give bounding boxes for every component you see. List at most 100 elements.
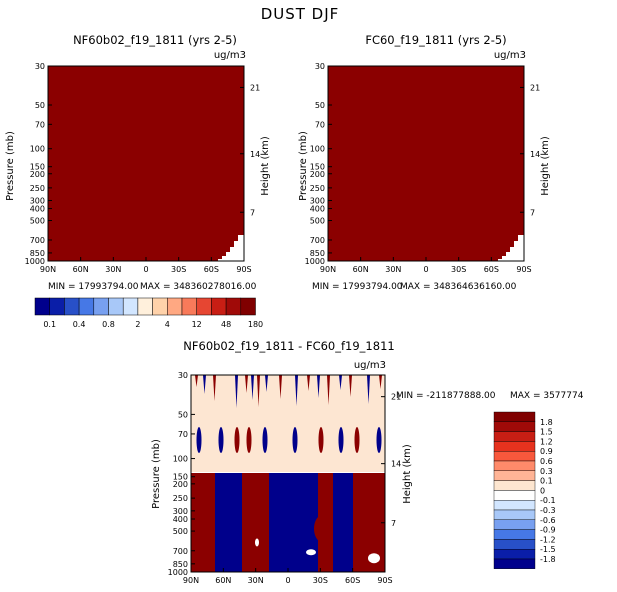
panel-title: FC60_f19_1811 (yrs 2-5) xyxy=(365,33,506,47)
x-tick-label: 30N xyxy=(105,265,121,274)
x-tick-label: 30S xyxy=(451,265,466,274)
colorbar-swatch xyxy=(240,297,256,316)
colorbar-swatch xyxy=(493,558,536,570)
colorbar-difference: 1.81.51.20.90.60.30.10-0.1-0.3-0.6-0.9-1… xyxy=(493,411,556,570)
y-tick-label: 200 xyxy=(310,170,325,179)
y-tick-label: 850 xyxy=(310,249,325,258)
diff-upper-field xyxy=(191,375,385,473)
field-corner xyxy=(218,235,244,261)
colorbar-label: 0.1 xyxy=(540,477,553,486)
y2-tick-label: 21 xyxy=(391,393,401,402)
y2-tick-label: 14 xyxy=(250,150,260,159)
diff-top-streak xyxy=(279,375,282,399)
diff-top-streak xyxy=(235,375,238,408)
diff-patch xyxy=(314,514,332,543)
y2-tick-label: 14 xyxy=(391,460,401,469)
y-tick-label: 50 xyxy=(178,410,188,419)
y-tick-label: 30 xyxy=(315,62,325,71)
colorbar-swatch xyxy=(493,500,536,511)
y-tick-label: 50 xyxy=(35,101,45,110)
x-tick-label: 0 xyxy=(423,265,428,274)
field-fill xyxy=(48,66,244,261)
x-tick-label: 60N xyxy=(353,265,369,274)
diff-top-streak xyxy=(195,375,198,387)
colorbar-label: 48 xyxy=(221,320,231,329)
y2-axis-label: Height (km) xyxy=(260,136,271,196)
diff-top-streak xyxy=(265,375,268,392)
diff-mid-blob xyxy=(218,427,224,454)
diff-band xyxy=(333,472,353,572)
chart-panel-difference: 90N 60N 30N 0 30S 60S 90S305070100150200250300… xyxy=(151,339,584,585)
colorbar-label: -0.3 xyxy=(540,506,556,515)
diff-top-streak xyxy=(257,375,260,407)
x-tick-label: 90S xyxy=(236,265,251,274)
diff-top-streak xyxy=(295,375,298,406)
colorbar-label: 0.6 xyxy=(540,457,553,466)
colorbar-label: 2 xyxy=(135,320,140,329)
diff-top-streak xyxy=(349,375,352,397)
colorbar-swatch xyxy=(493,549,536,560)
panel-title: NF60b02_f19_1811 (yrs 2-5) xyxy=(73,33,237,47)
y-tick-label: 1000 xyxy=(25,257,45,266)
colorbar-swatch xyxy=(493,451,536,462)
colorbar-swatch xyxy=(152,297,168,316)
colorbar-swatch xyxy=(493,490,536,501)
figure-title: DUST DJF xyxy=(261,5,340,23)
diff-top-streak xyxy=(213,375,216,401)
y-tick-label: 400 xyxy=(30,205,45,214)
y2-tick-label: 7 xyxy=(530,208,535,217)
units-label: ug/m3 xyxy=(494,50,526,61)
x-tick-label: 90N xyxy=(183,576,199,585)
colorbar-label: 0.3 xyxy=(540,467,553,476)
diff-band xyxy=(353,472,385,572)
colorbar-label: 4 xyxy=(165,320,170,329)
diff-mid-blob xyxy=(338,427,344,454)
y2-tick-label: 21 xyxy=(250,83,260,92)
colorbar-swatch xyxy=(93,297,109,316)
panel-title: NF60b02_f19_1811 - FC60_f19_1811 xyxy=(183,339,394,353)
y-tick-label: 200 xyxy=(30,170,45,179)
y-tick-label: 70 xyxy=(178,430,188,439)
diff-mid-blob xyxy=(262,427,268,454)
field-corner xyxy=(498,235,524,261)
y-tick-label: 30 xyxy=(35,62,45,71)
colorbar-label: -0.6 xyxy=(540,516,556,525)
x-tick-label: 90S xyxy=(516,265,531,274)
diff-mid-blob xyxy=(246,427,252,454)
diff-top-streak xyxy=(327,375,330,405)
y-tick-label: 150 xyxy=(173,473,188,482)
units-label: ug/m3 xyxy=(214,50,246,61)
x-tick-label: 90S xyxy=(377,576,392,585)
y-tick-label: 700 xyxy=(173,547,188,556)
y-tick-label: 300 xyxy=(30,196,45,205)
colorbar-label: 180 xyxy=(248,320,263,329)
x-tick-label: 30N xyxy=(385,265,401,274)
y2-tick-label: 21 xyxy=(530,83,540,92)
colorbar-swatch xyxy=(181,297,197,316)
y-tick-label: 150 xyxy=(30,163,45,172)
colorbar-label: 0.1 xyxy=(43,320,56,329)
min-label: MIN = -211877888.00 xyxy=(396,391,496,401)
max-label: MAX = 348364636160.00 xyxy=(400,282,517,292)
y-tick-label: 400 xyxy=(173,515,188,524)
colorbar-top: 0.1 0.4 0.8 2 4 12 48 180 xyxy=(34,297,263,329)
y-tick-label: 1000 xyxy=(305,257,325,266)
diff-mid-blob xyxy=(318,427,324,454)
y-tick-label: 100 xyxy=(173,455,188,464)
diff-top-streak xyxy=(317,375,320,398)
colorbar-label: 0.8 xyxy=(102,320,115,329)
diff-top-streak xyxy=(307,375,310,391)
x-tick-label: 60N xyxy=(73,265,89,274)
colorbar-label: -0.1 xyxy=(540,496,556,505)
colorbar-swatch xyxy=(108,297,124,316)
units-label: ug/m3 xyxy=(354,360,386,371)
x-tick-label: 60S xyxy=(204,265,219,274)
colorbar-swatch xyxy=(493,529,536,540)
diff-top-streak xyxy=(251,375,254,400)
colorbar-swatch xyxy=(211,297,227,316)
diff-mid-blob xyxy=(292,427,298,454)
colorbar-swatch xyxy=(49,297,65,316)
y-tick-label: 850 xyxy=(173,560,188,569)
